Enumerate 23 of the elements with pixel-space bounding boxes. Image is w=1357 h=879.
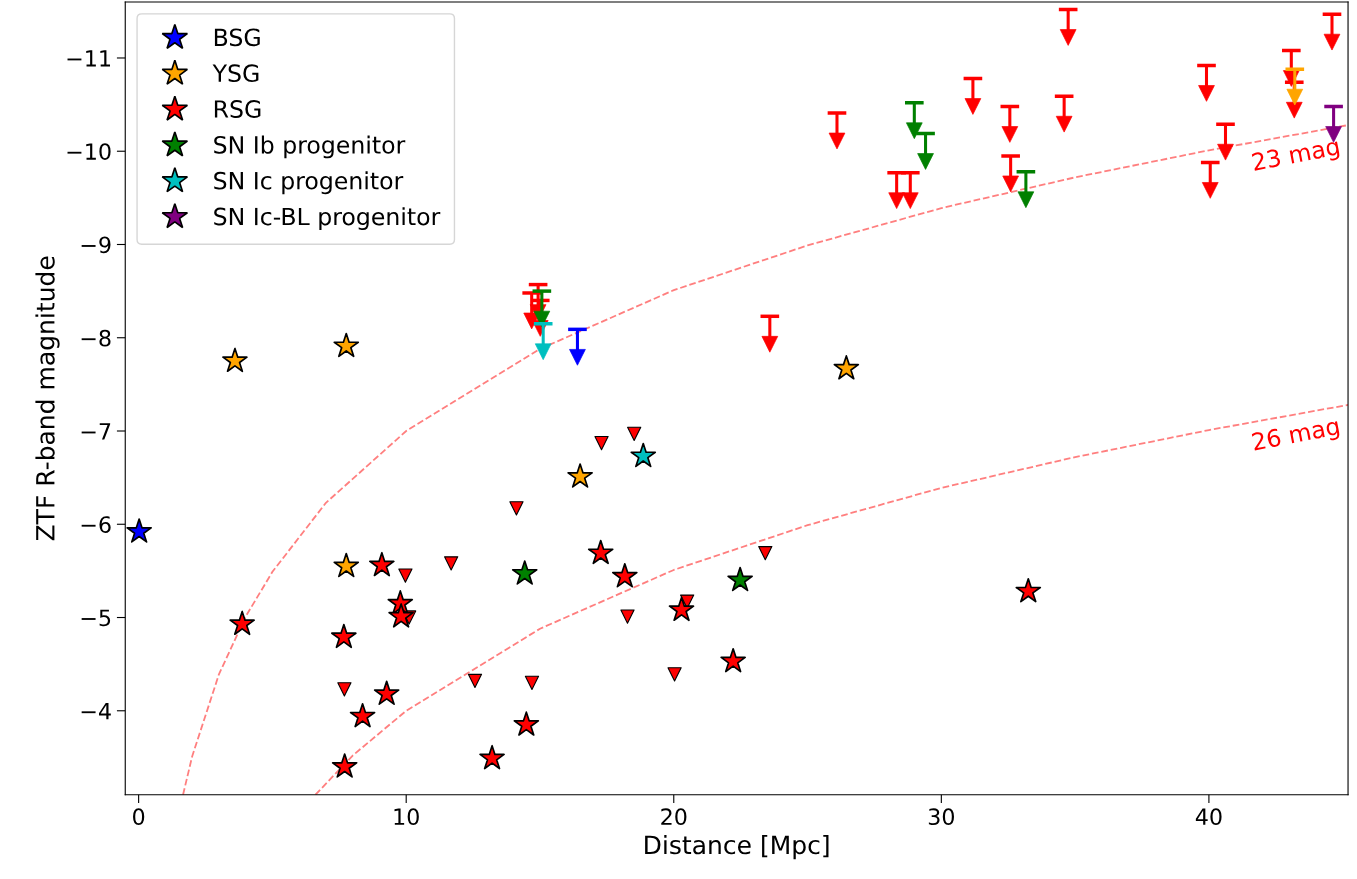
x-tick-label: 10 [394, 808, 419, 826]
y-tick-label: −11 [67, 50, 110, 67]
y-tick-label: −9 [81, 236, 111, 254]
legend-label: SN Ic progenitor [214, 171, 404, 195]
legend-label: RSG [214, 100, 261, 118]
x-tick-label: 40 [1195, 808, 1222, 826]
y-axis-title: ZTF R-band magnitude [35, 256, 60, 541]
y-tick-label: −8 [81, 329, 111, 347]
x-tick-label: 0 [133, 808, 145, 826]
y-tick-label: −10 [67, 143, 111, 160]
annotation: 23 mag [1251, 137, 1341, 176]
legend-label: BSG [214, 28, 260, 47]
y-tick-label: −4 [81, 703, 111, 720]
y-tick-label: −7 [81, 423, 111, 440]
x-tick-label: 20 [661, 808, 687, 826]
legend-label: SN Ic-BL progenitor [214, 207, 441, 231]
y-tick-label: −5 [81, 609, 111, 627]
annotation: 26 mag [1251, 416, 1341, 456]
x-axis-title: Distance [Mpc] [645, 834, 829, 860]
legend-label: SN Ib progenitor [214, 135, 406, 159]
legend-label: YSG [212, 64, 259, 83]
x-tick-label: 30 [928, 808, 954, 826]
y-tick-label: −6 [81, 516, 111, 534]
